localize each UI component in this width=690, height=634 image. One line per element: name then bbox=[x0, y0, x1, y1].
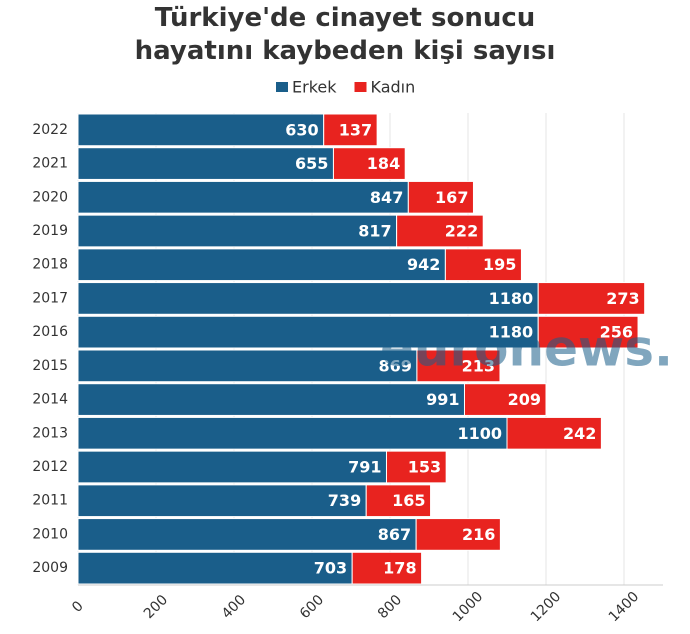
bar bbox=[396, 214, 484, 248]
bar bbox=[77, 214, 398, 248]
value-label: 847 bbox=[370, 188, 403, 207]
x-tick-label: 1000 bbox=[450, 589, 487, 626]
value-label: 791 bbox=[348, 458, 381, 477]
x-tick-label: 1200 bbox=[528, 589, 565, 626]
value-label: 195 bbox=[483, 255, 516, 274]
value-label: 216 bbox=[462, 525, 495, 544]
bar bbox=[407, 180, 474, 214]
value-label: 1180 bbox=[489, 289, 534, 308]
value-label: 869 bbox=[379, 356, 412, 375]
value-label: 655 bbox=[295, 154, 328, 173]
value-label: 178 bbox=[383, 559, 416, 578]
value-label: 1180 bbox=[489, 323, 534, 342]
y-tick-label: 2013 bbox=[32, 425, 68, 441]
bar bbox=[351, 551, 423, 585]
y-tick-label: 2020 bbox=[32, 189, 68, 205]
bar bbox=[332, 147, 406, 180]
value-label: 222 bbox=[445, 222, 478, 241]
x-tick-label: 400 bbox=[219, 592, 249, 622]
bar bbox=[77, 282, 539, 315]
y-tick-label: 2022 bbox=[32, 122, 68, 138]
value-label: 153 bbox=[408, 458, 441, 477]
bar bbox=[77, 383, 465, 416]
value-label: 242 bbox=[563, 424, 596, 443]
y-tick-label: 2011 bbox=[32, 493, 68, 509]
bar bbox=[385, 450, 447, 484]
value-label: 630 bbox=[285, 120, 318, 139]
y-tick-label: 2014 bbox=[32, 392, 68, 408]
bar bbox=[77, 349, 418, 383]
bar bbox=[444, 248, 522, 282]
watermark: euronews. bbox=[380, 320, 673, 378]
bar bbox=[77, 180, 409, 214]
y-tick-label: 2018 bbox=[32, 257, 68, 273]
value-label: 165 bbox=[392, 491, 425, 510]
bar bbox=[415, 518, 501, 551]
y-tick-label: 2021 bbox=[32, 156, 68, 172]
value-label: 167 bbox=[435, 188, 468, 207]
value-label: 739 bbox=[328, 491, 361, 510]
bar bbox=[323, 113, 378, 147]
bar bbox=[77, 416, 508, 450]
x-tick-label: 0 bbox=[69, 598, 87, 616]
value-label: 184 bbox=[367, 154, 400, 173]
value-label: 817 bbox=[358, 222, 391, 241]
legend-label: Erkek bbox=[292, 78, 337, 97]
x-tick-label: 1400 bbox=[606, 589, 643, 626]
y-tick-label: 2019 bbox=[32, 223, 68, 239]
y-tick-label: 2015 bbox=[32, 358, 68, 374]
y-tick-label: 2010 bbox=[32, 526, 68, 542]
y-tick-label: 2017 bbox=[32, 290, 68, 306]
x-tick-label: 200 bbox=[141, 592, 171, 622]
bar bbox=[77, 450, 387, 484]
value-label: 137 bbox=[339, 120, 372, 139]
bar bbox=[77, 484, 367, 518]
bar bbox=[77, 551, 353, 585]
legend-swatch bbox=[276, 82, 288, 92]
bar bbox=[537, 315, 639, 349]
value-label: 256 bbox=[600, 323, 633, 342]
y-tick-label: 2016 bbox=[32, 324, 68, 340]
chart-title: Türkiye'de cinayet sonucu hayatını kaybe… bbox=[134, 3, 556, 66]
bar bbox=[77, 147, 334, 180]
y-tick-label: 2009 bbox=[32, 560, 68, 576]
value-label: 991 bbox=[426, 390, 459, 409]
value-label: 273 bbox=[606, 289, 639, 308]
x-tick-label: 600 bbox=[297, 592, 327, 622]
value-label: 703 bbox=[314, 559, 347, 578]
bar bbox=[365, 484, 432, 518]
y-tick-label: 2012 bbox=[32, 459, 68, 475]
bar bbox=[77, 248, 446, 282]
bar bbox=[537, 282, 646, 315]
bar bbox=[506, 416, 602, 450]
value-label: 209 bbox=[508, 390, 541, 409]
value-label: 867 bbox=[378, 525, 411, 544]
value-label: 1100 bbox=[457, 424, 502, 443]
legend-swatch bbox=[354, 82, 367, 92]
bar bbox=[77, 315, 539, 349]
value-label: 213 bbox=[462, 356, 495, 375]
bar bbox=[416, 349, 501, 383]
x-tick-label: 800 bbox=[375, 592, 405, 622]
legend-label: Kadın bbox=[371, 78, 416, 97]
bar bbox=[77, 518, 417, 551]
value-label: 942 bbox=[407, 255, 440, 274]
bar bbox=[463, 383, 547, 416]
